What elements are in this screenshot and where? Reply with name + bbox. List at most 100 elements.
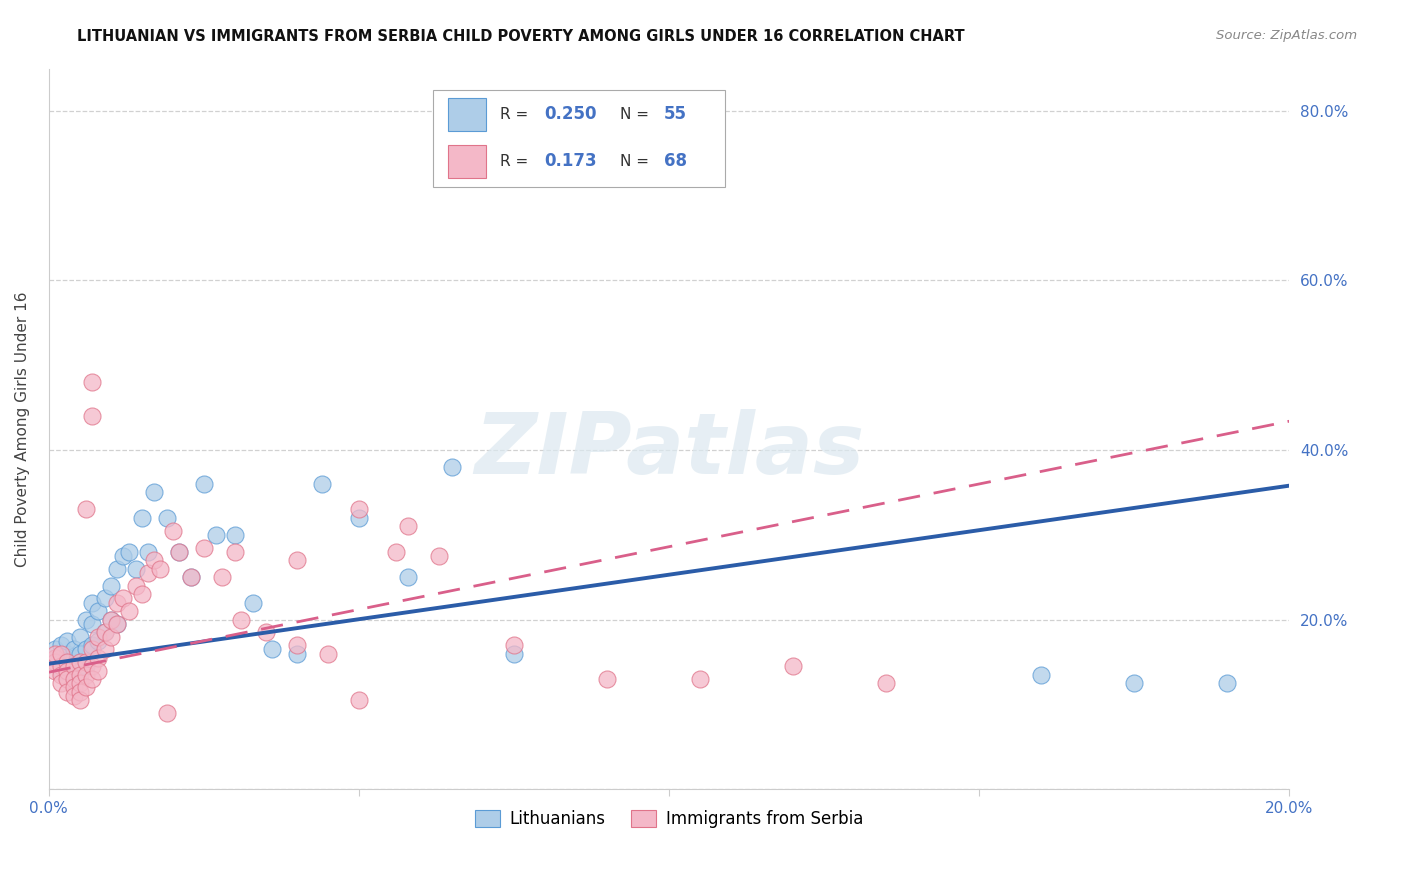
Point (44, 664, 66, 678)
Point (136, 545, 159, 559)
Point (69, 676, 91, 690)
Point (385, 545, 408, 559)
Point (398, 519, 420, 533)
Point (82, 638, 104, 652)
Point (49, 659, 72, 673)
Point (75, 655, 97, 669)
Point (75, 659, 97, 673)
Point (285, 553, 308, 567)
Point (56, 684, 79, 698)
Point (398, 570, 420, 584)
Point (105, 616, 128, 631)
Point (100, 613, 122, 627)
Point (56, 647, 79, 661)
Point (285, 638, 308, 652)
Point (93, 625, 115, 640)
Legend: Lithuanians, Immigrants from Serbia: Lithuanians, Immigrants from Serbia (468, 804, 870, 835)
Point (155, 706, 177, 720)
Point (311, 477, 333, 491)
Point (75, 667, 97, 681)
Point (105, 596, 128, 610)
Point (260, 642, 283, 657)
Point (503, 647, 526, 661)
Point (118, 545, 141, 559)
Point (316, 647, 339, 661)
Point (69, 655, 91, 669)
Point (69, 667, 91, 681)
Point (82, 409, 104, 424)
Point (112, 549, 135, 563)
Point (162, 524, 184, 538)
Point (56, 633, 79, 648)
Point (44, 650, 66, 665)
Point (131, 587, 153, 601)
Point (124, 562, 146, 576)
Point (440, 460, 463, 475)
Point (211, 570, 233, 584)
Text: LITHUANIAN VS IMMIGRANTS FROM SERBIA CHILD POVERTY AMONG GIRLS UNDER 16 CORRELAT: LITHUANIAN VS IMMIGRANTS FROM SERBIA CHI… (77, 29, 965, 44)
Point (205, 528, 228, 542)
Point (224, 545, 246, 559)
Point (62, 672, 84, 686)
Point (75, 613, 97, 627)
Point (44, 655, 66, 669)
Point (193, 477, 215, 491)
Point (689, 672, 711, 686)
Point (49, 638, 72, 652)
Point (62, 681, 84, 695)
Point (69, 647, 91, 661)
Point (62, 672, 84, 686)
Point (82, 672, 104, 686)
Point (100, 613, 122, 627)
Point (69, 684, 91, 698)
Point (93, 642, 115, 657)
Point (131, 511, 153, 525)
Point (242, 596, 264, 610)
Point (62, 659, 84, 673)
Point (155, 511, 177, 525)
Point (875, 676, 897, 690)
Point (82, 659, 104, 673)
Point (75, 502, 97, 516)
Point (56, 664, 79, 678)
Point (149, 562, 172, 576)
Point (62, 650, 84, 665)
Point (75, 681, 97, 695)
Point (136, 566, 159, 580)
Point (124, 579, 146, 593)
Point (503, 638, 526, 652)
Point (546, 146, 568, 161)
Point (56, 672, 79, 686)
Point (87, 650, 110, 665)
Point (62, 642, 84, 657)
Point (1029, 667, 1052, 681)
Point (596, 672, 619, 686)
Point (1216, 676, 1239, 690)
Point (440, 103, 463, 118)
Point (143, 485, 166, 500)
Point (347, 693, 370, 707)
Point (224, 528, 246, 542)
Point (1123, 676, 1146, 690)
Point (49, 655, 72, 669)
Point (56, 659, 79, 673)
Point (143, 553, 166, 567)
Point (167, 545, 190, 559)
Point (285, 647, 308, 661)
Point (56, 655, 79, 669)
Point (69, 664, 91, 678)
Point (44, 647, 66, 661)
Point (44, 642, 66, 657)
Point (69, 693, 91, 707)
Point (82, 642, 104, 657)
Point (93, 591, 115, 606)
Point (347, 502, 370, 516)
Point (484, 129, 506, 144)
Point (44, 650, 66, 665)
Y-axis label: Child Poverty Among Girls Under 16: Child Poverty Among Girls Under 16 (15, 291, 30, 566)
Point (118, 604, 141, 618)
Point (49, 647, 72, 661)
Point (62, 689, 84, 703)
Point (87, 630, 110, 644)
Point (229, 613, 252, 627)
